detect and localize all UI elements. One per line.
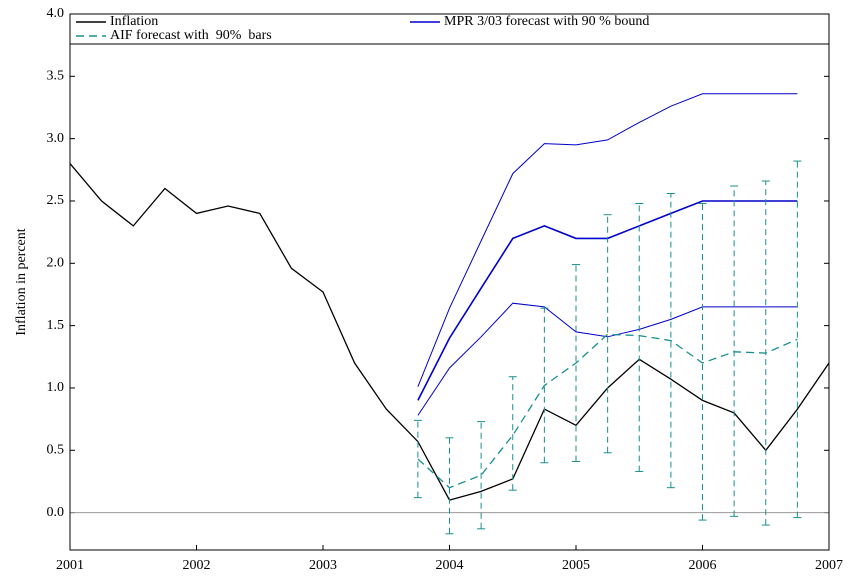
x-tick-label: 2005 [562,558,590,573]
y-tick-label: 0.0 [47,505,65,520]
bound-line [417,93,798,387]
x-tick-label: 2007 [815,558,843,573]
x-tick-label: 2004 [436,558,464,573]
series-line [417,333,798,489]
y-tick-label: 2.5 [47,193,65,208]
y-tick-label: 0.5 [47,442,65,457]
y-tick-label: 2.0 [47,256,65,271]
legend-label: MPR 3/03 forecast with 90 % bound [444,14,649,29]
x-tick-label: 2006 [689,558,717,573]
legend-box [69,13,830,45]
x-tick-label: 2002 [183,558,211,573]
x-tick-label: 2003 [309,558,337,573]
y-tick-label: 4.0 [47,6,65,21]
y-tick-label: 3.0 [47,131,65,146]
legend-label: Inflation [110,14,158,29]
y-tick-label: 1.0 [47,380,65,395]
y-tick-label: 1.5 [47,318,65,333]
y-tick-label: 3.5 [47,69,65,84]
x-tick-label: 2001 [56,558,84,573]
y-axis-label: Inflation in percent [14,228,29,335]
legend-label: AIF forecast with 90% bars [110,28,272,43]
